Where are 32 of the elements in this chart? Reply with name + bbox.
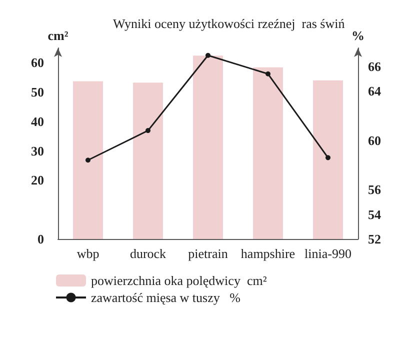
y2-tick-label: 56 [368, 182, 382, 198]
bar [253, 67, 283, 239]
legend-label: zawartość mięsa w tuszy % [91, 290, 241, 305]
y-tick-label: 40 [31, 114, 44, 129]
bar [133, 82, 163, 239]
point [86, 158, 90, 163]
point [326, 155, 330, 160]
bar [193, 56, 223, 239]
x-tick-label: hampshire [240, 246, 296, 261]
x-tick-label: pietrain [188, 246, 228, 261]
x-tick-label: durock [130, 246, 167, 261]
y-tick-label: 50 [31, 84, 44, 100]
point [206, 52, 210, 58]
y2-tick-label: 60 [368, 132, 381, 148]
y-tick-label: 20 [31, 172, 44, 188]
y-tick-label: 30 [31, 143, 44, 158]
y2-tick-label: 64 [368, 84, 382, 99]
y2-axis-title: % [352, 28, 364, 43]
y2-tick-label: 66 [368, 58, 382, 74]
legend-label: powierzchnia oka polędwicy cm² [91, 273, 267, 288]
point [266, 71, 270, 76]
bar [73, 81, 103, 239]
bar [313, 80, 343, 239]
y-tick-label: 0 [38, 232, 44, 246]
y-tick-label: 60 [31, 55, 44, 70]
chart-title: Wyniki oceny użytkowości rzeźnej ras świń [113, 16, 346, 31]
y-axis-title: cm² [48, 28, 68, 43]
x-tick-label: wbp [76, 246, 100, 261]
y2-tick-label: 54 [368, 206, 382, 222]
y2-tick-label: 52 [368, 232, 381, 246]
x-tick-label: linia-990 [304, 246, 352, 261]
point [146, 128, 150, 134]
